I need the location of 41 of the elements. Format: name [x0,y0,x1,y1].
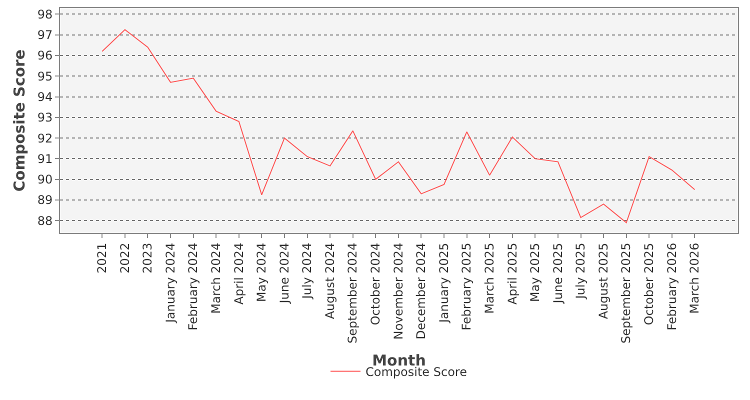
y-tick-label: 98 [37,7,53,22]
y-tick-label: 97 [37,28,53,42]
x-tick-label: January 2025 [436,242,451,324]
x-tick-label: October 2024 [368,242,383,326]
x-tick-label: 2022 [118,242,132,274]
y-tick-label: 90 [37,172,53,187]
x-tick-label: April 2024 [232,242,246,305]
x-tick-label: 2021 [95,242,110,274]
y-axis-title: Composite Score [10,49,29,192]
x-tick-label: August 2025 [596,242,610,320]
x-tick-label: February 2026 [664,242,679,330]
x-tick-label: September 2024 [346,242,360,344]
x-tick-label: July 2024 [300,242,314,300]
x-tick-label: October 2025 [642,242,656,326]
x-tick-label: July 2025 [574,242,588,300]
x-tick-label: August 2024 [322,242,337,320]
y-tick-label: 91 [37,152,53,166]
x-tick-label: June 2025 [550,242,565,304]
x-tick-label: September 2025 [619,242,634,344]
x-tick-label: January 2024 [163,242,178,324]
x-tick-label: May 2024 [254,242,269,302]
y-tick-label: 89 [37,193,53,208]
y-tick-label: 95 [37,69,53,84]
x-tick-label: May 2025 [528,242,542,302]
x-tick-label: March 2026 [688,242,702,314]
y-tick-label: 94 [37,90,53,104]
x-tick-label: June 2024 [277,242,292,304]
x-tick-label: February 2024 [186,242,200,330]
x-tick-label: April 2025 [505,242,520,305]
y-tick-label: 92 [37,131,53,146]
x-tick-label: 2023 [140,242,155,274]
y-tick-label: 93 [37,110,53,125]
y-tick-label: 96 [37,48,53,63]
x-tick-label: February 2025 [460,242,474,330]
x-tick-label: November 2024 [391,242,406,340]
x-tick-label: December 2024 [414,242,428,340]
x-tick-label: March 2025 [482,242,496,314]
x-tick-label: March 2024 [209,242,224,314]
y-tick-label: 88 [37,214,53,228]
legend-label: Composite Score [366,364,467,379]
line-series [102,29,696,224]
